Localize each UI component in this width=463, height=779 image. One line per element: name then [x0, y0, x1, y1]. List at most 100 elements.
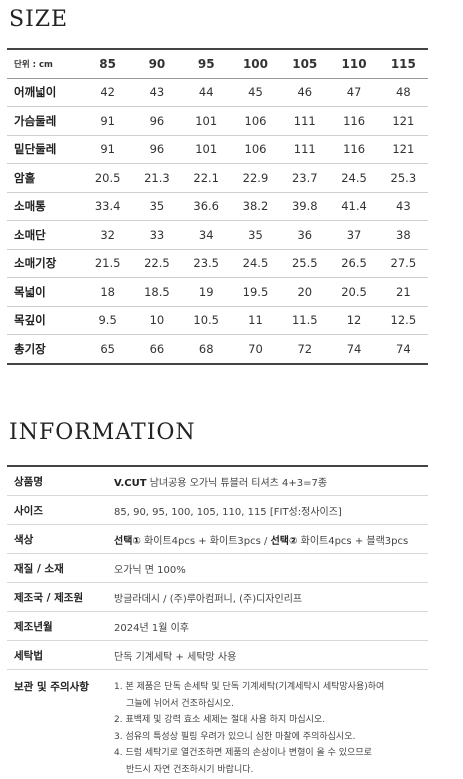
- info-label: 색상: [7, 524, 114, 554]
- product-name-text: 남녀공용 오가닉 튜블러 티셔츠 4+3=7종: [146, 477, 328, 489]
- size-cell: 21.5: [83, 249, 133, 278]
- color-option-1-value: 화이트4pcs + 화이트3pcs /: [140, 535, 271, 547]
- size-header: 85: [83, 48, 133, 79]
- size-cell: 42: [83, 78, 133, 107]
- size-cell: 22.9: [230, 163, 281, 193]
- info-label: 세탁법: [7, 640, 114, 670]
- size-cell: 91: [83, 135, 133, 164]
- size-cell: 22.5: [132, 249, 182, 278]
- size-section-title: SIZE: [9, 7, 69, 32]
- size-cell: 36.6: [181, 192, 231, 221]
- size-cell: 19: [181, 277, 231, 307]
- size-cell: 23.5: [181, 249, 231, 278]
- size-cell: 96: [132, 135, 182, 164]
- size-row-hem: 밑단둘레 91 96 101 106 111 116 121: [7, 135, 428, 164]
- information-table: 상품명 V.CUT 남녀공용 오가닉 튜블러 티셔츠 4+3=7종 사이즈 85…: [7, 465, 428, 778]
- size-header-row: 단위 : cm 85 90 95 100 105 110 115: [7, 48, 428, 79]
- size-cell: 116: [329, 135, 379, 164]
- size-cell: 121: [378, 135, 428, 164]
- size-cell: 12: [329, 306, 379, 335]
- color-option-2-label: 선택②: [270, 535, 298, 547]
- size-cell: 43: [132, 78, 182, 107]
- info-value: 단독 기계세탁 + 세탁망 사용: [114, 640, 428, 670]
- size-cell: 41.4: [329, 192, 379, 221]
- size-cell: 96: [132, 106, 182, 136]
- size-cell: 32: [83, 220, 133, 250]
- color-option-1-label: 선택①: [114, 535, 141, 547]
- size-cell: 36: [280, 220, 330, 250]
- size-cell: 22.1: [181, 163, 231, 193]
- size-row-neck-width: 목넓이 18 18.5 19 19.5 20 20.5 21: [7, 277, 428, 307]
- size-cell: 34: [181, 220, 231, 250]
- size-cell: 19.5: [230, 277, 281, 307]
- size-cell: 35: [230, 220, 281, 250]
- size-table: 단위 : cm 85 90 95 100 105 110 115 어깨넓이 42…: [7, 48, 428, 365]
- row-label: 밑단둘레: [7, 135, 83, 164]
- size-cell: 21.3: [132, 163, 182, 193]
- row-label: 가슴둘레: [7, 106, 83, 136]
- info-value: 방글라데시 / (주)루아컴퍼니, (주)디자인리프: [114, 582, 428, 612]
- caution-line: 그늘에 뉘어서 건조하십시오.: [126, 698, 234, 709]
- row-label: 소매기장: [7, 249, 83, 278]
- info-row-caution: 보관 및 주의사항 1. 본 제품은 단독 손세탁 및 단독 기계세탁(기계세탁…: [7, 670, 428, 779]
- size-cell: 66: [132, 334, 182, 365]
- size-cell: 21: [378, 277, 428, 307]
- size-cell: 43: [378, 192, 428, 221]
- size-cell: 70: [230, 334, 281, 365]
- info-label: 사이즈: [7, 495, 114, 525]
- size-cell: 11.5: [280, 306, 330, 335]
- size-cell: 20.5: [83, 163, 133, 193]
- info-row-color: 색상 선택① 화이트4pcs + 화이트3pcs / 선택② 화이트4pcs +…: [7, 524, 428, 554]
- caution-text: 1. 본 제품은 단독 손세탁 및 단독 기계세탁(기계세탁시 세탁망사용)하여…: [114, 670, 428, 779]
- row-label: 소매단: [7, 220, 83, 250]
- info-row-manufacturer: 제조국 / 제조원 방글라데시 / (주)루아컴퍼니, (주)디자인리프: [7, 582, 428, 612]
- size-header: 95: [181, 48, 231, 79]
- size-cell: 47: [329, 78, 379, 107]
- size-cell: 44: [181, 78, 231, 107]
- information-section-title: INFORMATION: [9, 420, 196, 445]
- size-header: 90: [132, 48, 182, 79]
- size-row-total-length: 총기장 65 66 68 70 72 74 74: [7, 334, 428, 365]
- size-cell: 11: [230, 306, 281, 335]
- size-cell: 116: [329, 106, 379, 136]
- size-row-sleeve-opening: 소매단 32 33 34 35 36 37 38: [7, 220, 428, 250]
- size-cell: 39.8: [280, 192, 330, 221]
- info-row-date: 제조년월 2024년 1월 이후: [7, 611, 428, 641]
- size-cell: 35: [132, 192, 182, 221]
- size-cell: 24.5: [329, 163, 379, 193]
- size-cell: 111: [280, 135, 330, 164]
- info-label: 보관 및 주의사항: [14, 681, 89, 693]
- size-cell: 20: [280, 277, 330, 307]
- row-label: 암홀: [7, 163, 83, 193]
- info-row-material: 재질 / 소재 오가닉 면 100%: [7, 553, 428, 583]
- size-header: 110: [329, 48, 379, 79]
- size-row-sleeve-length: 소매기장 21.5 22.5 23.5 24.5 25.5 26.5 27.5: [7, 249, 428, 278]
- caution-line: 4. 드럼 세탁기로 열건조하면 제품의 손상이나 변형이 올 수 있으므로: [114, 748, 372, 758]
- size-cell: 38.2: [230, 192, 281, 221]
- row-label: 총기장: [7, 334, 83, 365]
- size-cell: 26.5: [329, 249, 379, 278]
- size-cell: 74: [329, 334, 379, 365]
- size-cell: 18: [83, 277, 133, 307]
- size-cell: 18.5: [132, 277, 182, 307]
- row-label: 목깊이: [7, 306, 83, 335]
- size-cell: 33.4: [83, 192, 133, 221]
- size-cell: 9.5: [83, 306, 133, 335]
- size-cell: 111: [280, 106, 330, 136]
- size-cell: 10: [132, 306, 182, 335]
- size-row-armhole: 암홀 20.5 21.3 22.1 22.9 23.7 24.5 25.3: [7, 163, 428, 193]
- size-cell: 33: [132, 220, 182, 250]
- caution-line: 3. 섬유의 특성상 필링 우려가 있으니 심한 마찰에 주의하십시오.: [114, 731, 356, 742]
- size-cell: 106: [230, 135, 281, 164]
- size-cell: 20.5: [329, 277, 379, 307]
- info-row-washing: 세탁법 단독 기계세탁 + 세탁망 사용: [7, 640, 428, 670]
- size-cell: 48: [378, 78, 428, 107]
- size-cell: 121: [378, 106, 428, 136]
- caution-line: 반드시 자연 건조하시기 바랍니다.: [126, 764, 254, 775]
- size-header: 105: [280, 48, 330, 79]
- size-row-chest: 가슴둘레 91 96 101 106 111 116 121: [7, 106, 428, 136]
- size-row-neck-depth: 목깊이 9.5 10 10.5 11 11.5 12 12.5: [7, 306, 428, 335]
- info-value: 선택① 화이트4pcs + 화이트3pcs / 선택② 화이트4pcs + 블랙…: [114, 524, 428, 554]
- info-value: 85, 90, 95, 100, 105, 110, 115 [FIT성:정사이…: [114, 495, 428, 525]
- size-cell: 72: [280, 334, 330, 365]
